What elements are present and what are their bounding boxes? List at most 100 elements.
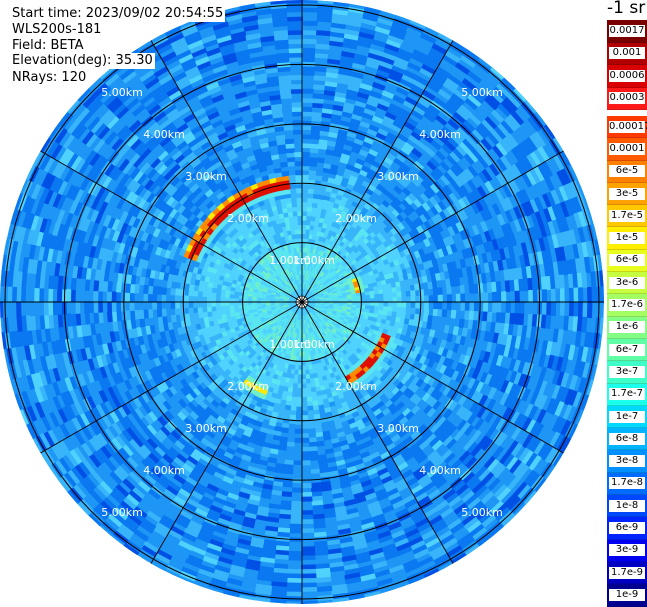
range-gate-cell xyxy=(302,52,316,58)
range-gate-cell xyxy=(471,162,483,175)
range-gate-cell xyxy=(302,188,309,194)
range-gate-cell xyxy=(312,197,319,204)
range-gate-cell xyxy=(381,119,394,129)
range-gate-cell xyxy=(311,288,316,293)
range-gate-cell xyxy=(304,251,308,257)
range-gate-cell xyxy=(437,294,443,303)
range-gate-cell xyxy=(368,123,381,133)
range-gate-cell xyxy=(302,11,319,18)
range-gate-cell xyxy=(302,79,315,85)
range-gate-cell xyxy=(496,82,512,98)
range-gate-cell xyxy=(311,116,323,122)
range-gate-cell xyxy=(291,482,302,489)
range-gate-cell xyxy=(497,122,511,138)
range-gate-cell xyxy=(318,194,326,201)
range-gate-cell xyxy=(317,226,323,233)
range-gate-cell xyxy=(507,149,520,165)
range-gate-cell xyxy=(302,129,312,135)
range-gate-cell xyxy=(321,204,329,211)
range-gate-cell xyxy=(313,262,317,269)
range-gate-cell xyxy=(418,204,428,215)
range-gate-cell xyxy=(301,410,308,416)
range-gate-cell xyxy=(330,269,337,275)
range-gate-cell xyxy=(280,427,289,434)
range-gate-cell xyxy=(305,229,310,235)
range-gate-cell xyxy=(492,302,498,313)
range-gate-cell xyxy=(406,296,412,303)
range-gate-cell xyxy=(403,142,415,153)
range-gate-cell xyxy=(389,68,405,79)
range-gate-cell xyxy=(428,196,439,207)
range-gate-cell xyxy=(305,369,310,375)
range-gate-cell xyxy=(359,26,376,36)
range-gate-cell xyxy=(321,286,326,291)
range-gate-cell xyxy=(297,374,302,380)
range-gate-cell xyxy=(403,158,414,169)
range-gate-cell xyxy=(309,224,315,231)
range-gate-cell xyxy=(348,80,362,88)
range-gate-cell xyxy=(400,162,412,173)
range-gate-cell xyxy=(372,140,383,149)
range-gate-cell xyxy=(317,7,334,14)
range-gate-cell xyxy=(415,295,421,303)
range-gate-cell xyxy=(315,286,320,291)
range-gate-cell xyxy=(316,254,321,260)
range-gate-cell xyxy=(297,383,302,389)
range-gate-cell xyxy=(525,136,539,153)
range-gate-cell xyxy=(437,88,453,101)
range-gate-cell xyxy=(340,55,355,63)
range-gate-cell xyxy=(534,110,549,128)
range-gate-cell xyxy=(346,130,358,139)
range-gate-cell xyxy=(302,210,308,217)
range-gate-cell xyxy=(302,65,316,72)
range-gate-cell xyxy=(410,290,416,297)
range-gate-cell xyxy=(365,294,371,299)
range-gate-cell xyxy=(376,206,385,215)
range-gate-cell xyxy=(351,302,357,306)
range-gate-cell xyxy=(302,7,319,13)
range-gate-cell xyxy=(543,123,558,140)
range-gate-cell xyxy=(310,257,314,263)
range-gate-cell xyxy=(507,113,522,129)
range-gate-cell xyxy=(366,56,382,66)
range-gate-cell xyxy=(304,279,307,285)
range-gate-cell xyxy=(362,13,380,23)
range-gate-cell xyxy=(386,38,403,49)
range-gate-cell xyxy=(317,281,322,286)
range-gate-cell xyxy=(302,20,318,27)
range-gate-cell xyxy=(332,104,345,112)
range-gate-cell xyxy=(392,197,402,207)
range-gate-cell xyxy=(541,289,548,303)
range-gate-cell xyxy=(456,159,469,172)
range-gate-cell xyxy=(345,163,355,172)
range-gate-cell xyxy=(319,212,326,219)
range-gate-cell xyxy=(311,125,322,131)
range-gate-cell xyxy=(302,283,304,289)
range-gate-cell xyxy=(332,279,338,284)
range-gate-cell xyxy=(307,247,311,253)
range-gate-cell xyxy=(312,277,316,283)
range-gate-cell xyxy=(303,260,307,266)
range-gate-cell xyxy=(359,120,371,129)
range-gate-cell xyxy=(455,187,467,199)
range-gate-cell xyxy=(307,188,315,194)
range-gate-cell xyxy=(322,280,328,285)
range-gate-cell xyxy=(507,93,522,109)
range-gate-cell xyxy=(368,195,378,204)
range-gate-cell xyxy=(514,290,520,303)
range-gate-cell xyxy=(383,207,393,216)
range-gate-cell xyxy=(323,281,329,287)
range-gate-cell xyxy=(411,147,423,159)
range-gate-cell xyxy=(298,356,302,362)
range-gate-cell xyxy=(446,168,458,180)
range-gate-cell xyxy=(301,397,308,403)
range-gate-cell xyxy=(483,292,489,303)
range-gate-cell xyxy=(313,75,327,82)
range-gate-cell xyxy=(302,97,314,103)
range-gate-cell xyxy=(301,469,311,475)
range-gate-cell xyxy=(307,270,311,276)
range-gate-cell xyxy=(460,293,466,303)
range-gate-cell xyxy=(306,251,310,258)
range-gate-cell xyxy=(316,287,321,292)
range-gate-cell xyxy=(283,468,294,475)
